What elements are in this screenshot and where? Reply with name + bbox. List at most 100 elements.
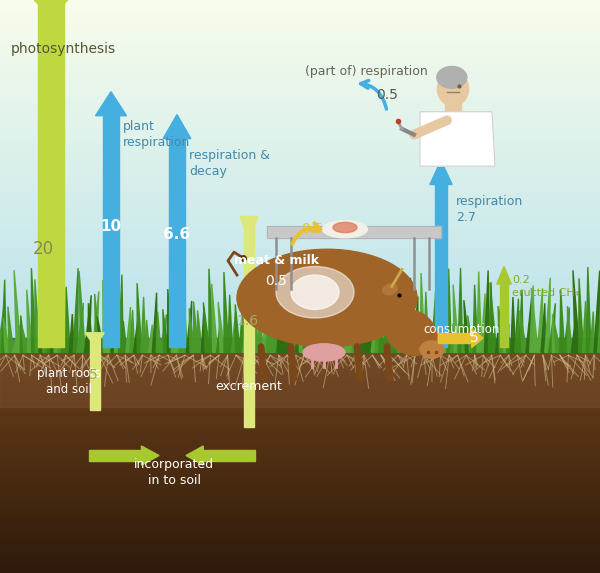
Bar [0,363,600,369]
Polygon shape [115,271,119,352]
Polygon shape [586,267,591,352]
Bar [0,119,600,123]
Bar [0,238,600,242]
Bar [0,446,600,452]
Bar [0,286,600,291]
Polygon shape [284,321,290,352]
Bar [0,507,600,512]
Bar [0,391,600,397]
Polygon shape [498,306,504,352]
Polygon shape [243,303,248,352]
Bar [0,92,600,97]
Polygon shape [95,92,127,116]
Bar [0,70,600,75]
Polygon shape [420,112,495,166]
Bar [0,518,600,523]
Bar [0,79,600,84]
Polygon shape [209,269,214,352]
Bar [0,269,600,273]
Polygon shape [496,305,500,352]
Bar [0,457,600,463]
Polygon shape [505,316,512,352]
Polygon shape [453,285,459,352]
Polygon shape [481,293,485,352]
Polygon shape [189,308,195,352]
Bar [0,66,600,70]
Polygon shape [27,290,32,352]
Polygon shape [202,307,206,352]
Polygon shape [73,268,78,352]
Bar [0,501,600,507]
Polygon shape [462,324,467,352]
Bar [0,523,600,529]
Polygon shape [212,284,217,352]
Polygon shape [79,271,85,352]
Polygon shape [163,115,191,139]
Polygon shape [352,283,357,352]
Bar [0,386,600,391]
Bar [438,333,472,343]
Polygon shape [179,278,185,352]
Bar [0,369,600,375]
Bar [0,335,600,339]
Polygon shape [20,316,25,352]
Polygon shape [317,267,323,352]
Text: 0.5: 0.5 [301,222,323,236]
Bar [0,22,600,26]
Bar [500,284,508,347]
Bar [0,348,600,352]
Bar [0,273,600,277]
Polygon shape [490,282,497,352]
Bar [0,407,600,413]
Bar [90,333,100,410]
Polygon shape [349,286,355,352]
Text: excrement: excrement [215,380,283,393]
Polygon shape [560,289,565,352]
Polygon shape [14,270,21,352]
Bar [0,207,600,211]
Polygon shape [133,319,138,352]
Polygon shape [345,279,350,352]
Bar [0,529,600,535]
Bar [0,36,600,40]
Polygon shape [598,286,600,352]
Bar [0,424,600,430]
Text: incorporated
in to soil: incorporated in to soil [134,458,214,487]
Ellipse shape [385,309,437,355]
Polygon shape [85,295,91,352]
Polygon shape [385,270,391,352]
Polygon shape [439,308,444,352]
Bar [0,282,600,286]
Polygon shape [473,285,478,352]
Text: plant roots
and soil: plant roots and soil [37,367,101,395]
Polygon shape [107,326,112,352]
Ellipse shape [291,275,339,309]
Bar [0,146,600,150]
Bar [0,176,600,180]
Polygon shape [250,285,256,352]
Bar [0,225,600,229]
Bar [0,57,600,62]
Bar [89,450,142,461]
Polygon shape [545,278,550,352]
Polygon shape [50,278,55,352]
Polygon shape [571,320,576,352]
Polygon shape [371,292,378,352]
Bar [0,256,600,260]
Text: 6.6: 6.6 [163,227,191,242]
Polygon shape [97,317,104,352]
Text: photosynthesis: photosynthesis [11,42,116,56]
Bar [0,567,600,573]
Text: 5: 5 [470,331,478,345]
Polygon shape [305,326,312,352]
Bar [0,317,600,321]
Bar [0,321,600,326]
Bar [0,40,600,44]
Polygon shape [573,270,580,352]
Polygon shape [85,333,104,347]
Polygon shape [1,280,6,352]
Polygon shape [341,297,347,352]
Bar [0,358,600,363]
Polygon shape [464,300,470,352]
Polygon shape [446,269,451,352]
